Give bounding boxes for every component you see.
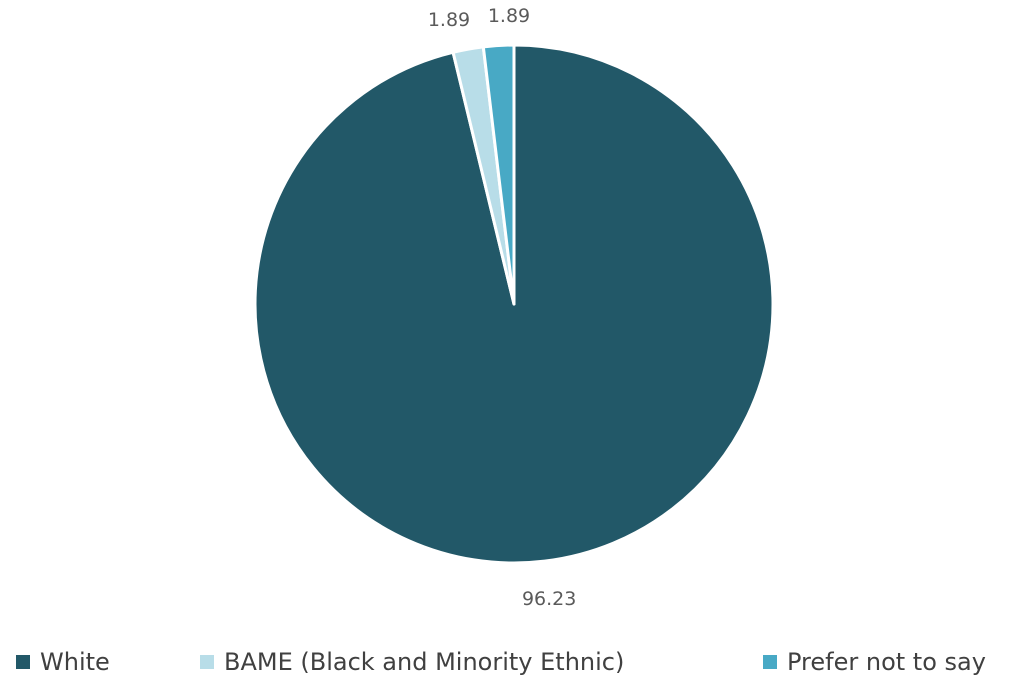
legend-item-bame[interactable]: BAME (Black and Minority Ethnic) <box>200 640 624 684</box>
data-label-white: 96.23 <box>522 588 576 610</box>
legend-swatch-prefer-not-to-say <box>763 655 777 669</box>
legend-item-white[interactable]: White <box>16 640 110 684</box>
legend-label-prefer-not-to-say: Prefer not to say <box>787 648 986 676</box>
legend-swatch-bame <box>200 655 214 669</box>
legend-swatch-white <box>16 655 30 669</box>
pie-slices <box>253 43 775 565</box>
legend-item-prefer-not-to-say[interactable]: Prefer not to say <box>763 640 986 684</box>
legend-label-bame: BAME (Black and Minority Ethnic) <box>224 648 625 676</box>
data-labels: 96.23 1.89 1.89 <box>428 5 577 610</box>
data-label-bame: 1.89 <box>428 9 470 31</box>
legend-label-white: White <box>40 648 110 676</box>
chart-legend: White BAME (Black and Minority Ethnic) P… <box>0 640 1024 684</box>
data-label-prefer-not-to-say: 1.89 <box>488 5 530 27</box>
pie-slice-prefer-not-to-say[interactable] <box>481 43 516 306</box>
